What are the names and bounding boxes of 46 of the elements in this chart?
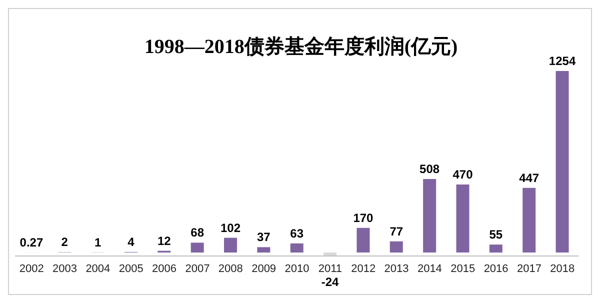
data-label: 0.27 xyxy=(20,235,44,250)
data-label: 447 xyxy=(519,170,540,185)
x-tick-label: 2018 xyxy=(550,262,575,275)
data-label: 470 xyxy=(452,167,474,182)
x-tick-label: 2003 xyxy=(52,262,78,275)
x-tick-label: 2013 xyxy=(384,262,409,275)
x-tick-label: 2010 xyxy=(284,262,310,275)
x-tick-label: 2002 xyxy=(19,262,44,275)
data-label: 55 xyxy=(489,228,503,242)
x-tick-label: 2014 xyxy=(417,262,442,275)
data-label: 4 xyxy=(128,234,135,249)
x-tick-label: 2015 xyxy=(450,262,476,275)
bar xyxy=(224,238,238,253)
data-label: 1 xyxy=(94,235,102,250)
data-label: 63 xyxy=(290,226,304,240)
x-tick-label: 2011 xyxy=(318,262,342,275)
bar xyxy=(190,242,204,253)
data-label: 508 xyxy=(420,162,440,176)
bar xyxy=(390,241,403,253)
bar xyxy=(423,178,436,253)
chart-title: 1998—2018债券基金年度利润(亿元) xyxy=(144,35,458,58)
bar xyxy=(489,244,502,253)
x-tick-label: 2007 xyxy=(185,262,210,275)
x-tick-label: 2006 xyxy=(152,262,177,275)
x-tick-label: 2012 xyxy=(351,262,376,275)
data-label: 1254 xyxy=(548,54,576,68)
x-tick-label: 2016 xyxy=(484,262,508,275)
data-label: 77 xyxy=(390,224,404,238)
data-label: 12 xyxy=(157,234,172,248)
bar xyxy=(522,188,536,253)
bar xyxy=(456,184,470,253)
data-label: 170 xyxy=(353,210,374,225)
x-tick-label: 2008 xyxy=(218,262,243,275)
data-label: -24 xyxy=(321,275,340,289)
x-tick-label: 2005 xyxy=(118,262,144,275)
data-label: 37 xyxy=(257,230,271,244)
bar xyxy=(556,71,569,253)
data-label: 2 xyxy=(61,235,68,250)
bar xyxy=(257,247,270,253)
data-label: 68 xyxy=(190,226,204,240)
x-tick-label: 2017 xyxy=(516,262,542,275)
x-tick-label: 2004 xyxy=(86,262,110,275)
x-tick-label: 2009 xyxy=(252,262,276,275)
data-label: 102 xyxy=(220,220,241,235)
bar xyxy=(356,228,370,253)
bar xyxy=(290,243,304,253)
